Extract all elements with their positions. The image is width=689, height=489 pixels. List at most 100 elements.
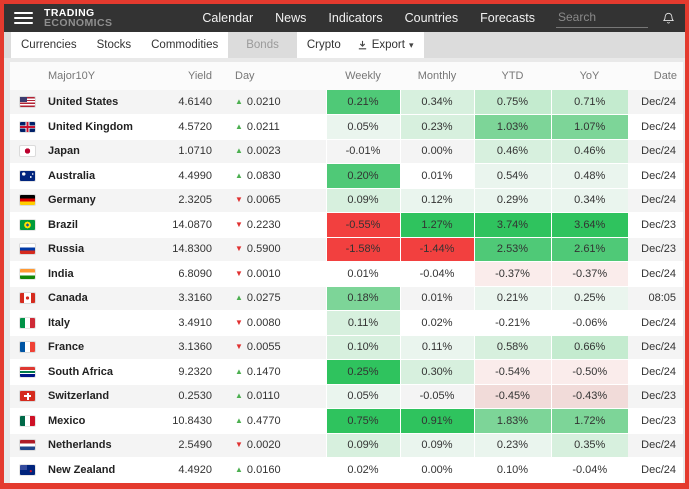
yoy-change-cell: 0.66% [550, 335, 628, 360]
country-name[interactable]: New Zealand [48, 463, 116, 476]
up-triangle-icon: ▲ [235, 366, 243, 376]
tab-crypto[interactable]: Crypto [306, 39, 341, 51]
day-change-value: 0.1470 [246, 365, 281, 378]
date-cell: Dec/24 [628, 457, 683, 483]
day-change-value: 0.0275 [246, 292, 281, 305]
export-button[interactable]: Export ▾ [351, 32, 424, 58]
country-name[interactable]: South Africa [48, 365, 113, 378]
up-triangle-icon: ▲ [235, 170, 243, 180]
table-row[interactable]: Japan 1.0710 ▲ 0.0023 -0.01% 0.00% 0.46% 0.46% D… [10, 139, 683, 164]
yoy-change-cell: -0.04% [550, 457, 628, 483]
table-row[interactable]: India 6.8090 ▼ 0.0010 0.01% -0.04% -0.37% -0.37… [10, 261, 683, 287]
date-cell: Dec/24 [628, 310, 683, 336]
nav-item-calendar[interactable]: Calendar [202, 11, 254, 25]
nav-item-forecasts[interactable]: Forecasts [480, 11, 535, 25]
column-header-day[interactable]: Day [218, 62, 326, 90]
nav-item-indicators[interactable]: Indicators [328, 11, 383, 25]
day-change-cell: ▼ 0.5900 [218, 237, 326, 262]
table-row[interactable]: Russia 14.8300 ▼ 0.5900 -1.58% -1.44% 2.53% 2.6… [10, 237, 683, 262]
table-row[interactable]: Australia 4.4990 ▲ 0.0830 0.20% 0.01% 0.54% 0.4… [10, 163, 683, 189]
table-row[interactable]: Switzerland 0.2530 ▲ 0.0110 0.05% -0.05% -0.45… [10, 384, 683, 409]
column-header-monthly[interactable]: Monthly [400, 62, 474, 90]
up-triangle-icon: ▲ [235, 415, 243, 425]
table-row[interactable]: Italy 3.4910 ▼ 0.0080 0.11% 0.02% -0.21% -0.06%… [10, 310, 683, 336]
nav-item-countries[interactable]: Countries [404, 11, 459, 25]
table-row[interactable]: United States 4.6140 ▲ 0.0210 0.21% 0.34% 0.75… [10, 90, 683, 115]
tab-stocks[interactable]: Stocks [96, 39, 132, 51]
yield-value: 4.4990 [170, 163, 218, 189]
column-header-date[interactable]: Date [628, 62, 683, 90]
column-header-weekly[interactable]: Weekly [326, 62, 400, 90]
nav-item-news[interactable]: News [275, 11, 307, 25]
country-name[interactable]: United States [48, 96, 119, 109]
column-header-major10y[interactable]: Major10Y [10, 62, 170, 90]
day-change-value: 0.0210 [246, 96, 281, 108]
yoy-change-cell: 1.07% [550, 114, 628, 140]
ytd-change-cell: 0.29% [473, 188, 551, 213]
monthly-change-cell: 0.30% [399, 359, 474, 385]
day-change-cell: ▲ 0.0160 [218, 457, 326, 483]
weekly-change-cell: 0.25% [325, 359, 400, 385]
ytd-change-cell: -0.37% [473, 261, 551, 287]
yield-value: 14.0870 [170, 212, 218, 238]
yoy-change-cell: 2.61% [550, 237, 628, 262]
ytd-change-cell: 1.83% [473, 408, 551, 434]
tab-group-left: Currencies Stocks Commodities [11, 32, 229, 58]
table-row[interactable]: United Kingdom 4.5720 ▲ 0.0211 0.05% 0.23% 1.0… [10, 114, 683, 140]
date-cell: Dec/24 [628, 163, 683, 189]
country-name[interactable]: Canada [48, 292, 88, 305]
column-header-ytd[interactable]: YTD [474, 62, 551, 90]
tab-bonds-active[interactable]: Bonds [246, 39, 279, 51]
country-name[interactable]: Germany [48, 194, 96, 207]
yield-value: 2.3205 [170, 188, 218, 213]
table-row[interactable]: Netherlands 2.5490 ▼ 0.0020 0.09% 0.09% 0.23% 0… [10, 433, 683, 458]
column-header-yoy[interactable]: YoY [551, 62, 628, 90]
table-row[interactable]: Brazil 14.0870 ▼ 0.2230 -0.55% 1.27% 3.74% 3.64… [10, 212, 683, 238]
country-name[interactable]: Japan [48, 145, 80, 158]
country-name[interactable]: Brazil [48, 218, 78, 231]
date-cell: Dec/24 [628, 114, 683, 140]
day-change-cell: ▲ 0.0275 [218, 286, 326, 311]
yoy-change-cell: 0.34% [550, 188, 628, 213]
country-name[interactable]: France [48, 341, 85, 354]
down-triangle-icon: ▼ [235, 317, 243, 327]
country-name[interactable]: Mexico [48, 414, 86, 427]
tab-commodities[interactable]: Commodities [151, 39, 219, 51]
ytd-change-cell: -0.45% [473, 384, 551, 409]
country-name[interactable]: Australia [48, 169, 96, 182]
country-name[interactable]: United Kingdom [48, 120, 133, 133]
date-cell: Dec/24 [628, 261, 683, 287]
notifications-bell-icon[interactable] [662, 12, 675, 25]
country-name[interactable]: Russia [48, 243, 85, 256]
tab-currencies[interactable]: Currencies [21, 39, 77, 51]
search-input[interactable] [556, 8, 648, 28]
ytd-change-cell: 0.10% [473, 457, 551, 483]
day-change-value: 0.2230 [246, 218, 281, 231]
down-triangle-icon: ▼ [235, 342, 243, 352]
country-name[interactable]: India [48, 267, 74, 280]
monthly-change-cell: 0.11% [399, 335, 474, 360]
yield-value: 3.3160 [170, 286, 218, 311]
brand-logo[interactable]: TRADING ECONOMICS [44, 7, 112, 29]
yield-value: 3.4910 [170, 310, 218, 336]
table-row[interactable]: New Zealand 4.4920 ▲ 0.0160 0.02% 0.00% 0.10% -… [10, 457, 683, 483]
yoy-change-cell: -0.06% [550, 310, 628, 336]
table-row[interactable]: Canada 3.3160 ▲ 0.0275 0.18% 0.01% 0.21% 0.25% 0… [10, 286, 683, 311]
weekly-change-cell: -0.55% [325, 212, 400, 238]
column-header-yield[interactable]: Yield [170, 62, 218, 90]
country-cell: India [10, 261, 170, 287]
country-name[interactable]: Switzerland [48, 390, 110, 403]
table-row[interactable]: Germany 2.3205 ▼ 0.0065 0.09% 0.12% 0.29% 0.34%… [10, 188, 683, 213]
country-name[interactable]: Italy [48, 316, 71, 329]
table-row[interactable]: France 3.1360 ▼ 0.0055 0.10% 0.11% 0.58% 0.66% D… [10, 335, 683, 360]
table-row[interactable]: South Africa 9.2320 ▲ 0.1470 0.25% 0.30% -0.54… [10, 359, 683, 385]
country-cell: Netherlands [10, 433, 170, 458]
table-row[interactable]: Mexico 10.8430 ▲ 0.4770 0.75% 0.91% 1.83% 1.72%… [10, 408, 683, 434]
country-cell: Japan [10, 139, 170, 164]
date-cell: Dec/24 [628, 188, 683, 213]
logo-line-1: TRADING [44, 7, 95, 19]
ytd-change-cell: 0.54% [473, 163, 551, 189]
country-name[interactable]: Netherlands [48, 439, 112, 452]
hamburger-menu-icon[interactable] [14, 9, 33, 27]
